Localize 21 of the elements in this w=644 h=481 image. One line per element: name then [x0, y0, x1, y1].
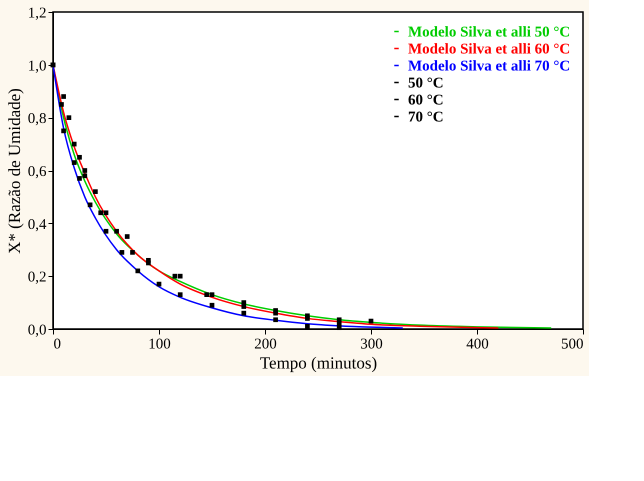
x-tick-label: 400	[466, 336, 489, 352]
y-tick-label: 1,0	[28, 58, 46, 74]
y-tick-label: 0,8	[28, 111, 46, 128]
legend-label: Modelo Silva et alli 50 °C	[408, 24, 570, 40]
x-tick-label: 500	[561, 336, 584, 352]
y-tick-label: 0,4	[28, 216, 47, 233]
x-tick-label: 0	[54, 336, 61, 352]
legend-label: 50 °C	[408, 76, 444, 92]
legend-label: 70 °C	[408, 110, 444, 126]
legend-label: Modelo Silva et alli 60 °C	[408, 42, 570, 58]
y-tick-label: 0,0	[28, 322, 46, 338]
y-tick-label: 1,2	[28, 6, 46, 22]
x-tick-label: 200	[254, 336, 277, 352]
y-axis-title: X* (Razão de Umidade)	[4, 88, 24, 254]
y-tick-label: 0,6	[28, 164, 47, 180]
legend-label: Modelo Silva et alli 70 °C	[408, 58, 570, 74]
y-tick-label: 0,2	[28, 270, 46, 286]
x-tick-label: 300	[360, 336, 383, 352]
legend-label: 60 °C	[408, 92, 444, 108]
x-axis-title: Tempo (minutos)	[260, 354, 378, 372]
x-tick-label: 100	[148, 336, 171, 352]
